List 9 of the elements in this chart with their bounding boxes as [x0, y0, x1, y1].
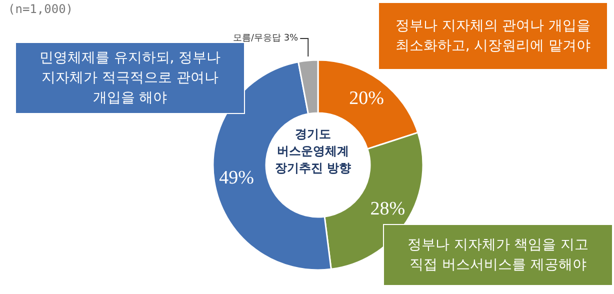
text: 경기도 버스운영체계 장기추진 방향	[274, 126, 352, 177]
text: (n=1,000)	[8, 2, 74, 16]
slice-label: 정부나 지자체가 책임을 지고 직접 버스서비스를 제공해야	[383, 224, 613, 286]
slice-label: 정부나 지자체의 관여나 개입을 최소화하고, 시장원리에 맡겨야	[378, 2, 608, 70]
data-label: 28%	[370, 198, 406, 220]
data-label: 20%	[349, 88, 384, 109]
slice-label: 모름/무응답 3%	[232, 33, 299, 44]
slice-label: 민영체제를 유지하되, 정부나 지자체가 적극적으로 관여나 개입을 해야	[15, 42, 245, 114]
data-label: 49%	[219, 167, 254, 188]
